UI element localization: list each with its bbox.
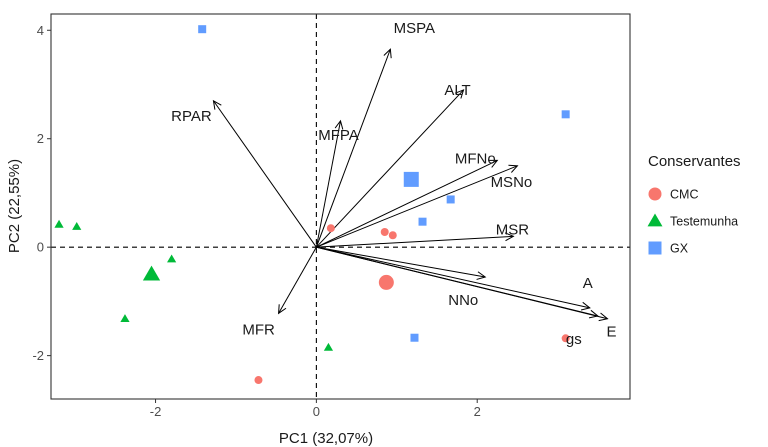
centroid-cmc: [378, 274, 394, 290]
data-points: [54, 25, 570, 385]
point-testemunha-1: [54, 219, 64, 228]
loading-label-gs: gs: [566, 331, 582, 348]
loading-label-nno: NNo: [448, 292, 478, 309]
loading-arrow-nno: [316, 246, 486, 278]
point-testemunha-5: [323, 342, 334, 351]
arrowhead-msr: [504, 232, 515, 242]
loading-arrow-rpar: [213, 100, 317, 248]
point-cmc-2: [380, 227, 389, 236]
legend-key-cmc: [648, 187, 662, 201]
loading-arrow-mfpa: [315, 120, 341, 248]
reference-lines: [51, 14, 630, 399]
loading-arrow-gs: [316, 246, 598, 317]
legend: Conservantes CMC Testemunha GX: [647, 153, 741, 256]
legend-label-cmc: CMC: [670, 188, 698, 202]
arrowhead-e: [598, 312, 609, 322]
loading-arrow-alt: [316, 89, 464, 248]
arrowhead-a: [580, 301, 591, 311]
x-tick-label-0: 0: [313, 404, 320, 419]
point-gx-5: [410, 333, 419, 342]
x-axis-title: PC1 (32,07%): [279, 430, 373, 447]
centroid-testemunha: [142, 265, 161, 281]
arrowhead-mfno: [488, 159, 499, 168]
y-axis-title: PC2 (22,55%): [6, 159, 23, 253]
centroid-gx: [403, 171, 419, 187]
legend-title: Conservantes: [648, 153, 741, 170]
point-gx-4: [418, 217, 427, 226]
point-testemunha-3: [167, 254, 177, 263]
point-gx-2: [561, 110, 570, 119]
legend-label-gx: GX: [670, 242, 689, 256]
point-testemunha-2: [72, 221, 82, 230]
point-cmc-4: [254, 376, 263, 385]
panel-background: [51, 14, 630, 399]
loading-label-msno: MSNo: [491, 174, 533, 191]
loading-label-rpar: RPAR: [171, 108, 212, 125]
x-tick-label-2: 2: [474, 404, 481, 419]
loading-arrows: [212, 48, 609, 322]
y-tick-label-0: 0: [37, 240, 44, 255]
arrowhead-alt: [454, 89, 465, 99]
panel-border: [50, 13, 631, 400]
arrowhead-mfpa: [334, 119, 344, 130]
loading-label-msr: MSR: [496, 221, 530, 238]
loading-label-mspa: MSPA: [394, 20, 435, 37]
loading-label-alt: ALT: [444, 82, 470, 99]
point-cmc-1: [326, 224, 335, 233]
arrowhead-mspa: [383, 48, 392, 59]
x-tick-label-2: -2: [150, 404, 162, 419]
legend-label-testemunha: Testemunha: [670, 215, 738, 229]
axes: -2 0 2 -2 0 2 4: [32, 13, 631, 419]
loading-label-mfr: MFR: [242, 321, 275, 338]
loading-arrow-a: [316, 246, 590, 309]
loading-arrow-mfr: [278, 246, 317, 314]
y-tick-label-2: 2: [37, 131, 44, 146]
legend-key-testemunha: [647, 213, 663, 227]
point-gx-1: [198, 25, 207, 34]
y-tick-label-2: -2: [32, 348, 44, 363]
arrowhead-gs: [588, 309, 599, 319]
loading-labels: MSPA ALT RPAR MFPA MFNo MSNo MSR NNo A Egs MFR: [171, 20, 616, 348]
loading-arrow-msno: [316, 165, 518, 248]
loading-arrow-msr: [316, 235, 514, 248]
arrowhead-nno: [476, 271, 487, 280]
plot-panel: [51, 14, 630, 399]
loading-label-mfno: MFNo: [455, 150, 496, 167]
loading-label-mfpa: MFPA: [318, 127, 359, 144]
y-tick-label-4: 4: [37, 23, 44, 38]
arrowhead-rpar: [212, 99, 222, 110]
point-testemunha-4: [120, 314, 130, 323]
point-gx-3: [446, 195, 455, 204]
point-cmc-5: [561, 334, 570, 343]
loading-arrow-mfno: [316, 159, 498, 248]
point-cmc-3: [388, 231, 397, 240]
loading-label-a: A: [583, 275, 593, 292]
arrowhead-msno: [508, 164, 519, 173]
legend-key-gx: [648, 241, 662, 255]
arrowhead-mfr: [278, 304, 287, 315]
loading-label-e: E: [606, 324, 616, 341]
loading-arrow-mspa: [315, 49, 391, 248]
